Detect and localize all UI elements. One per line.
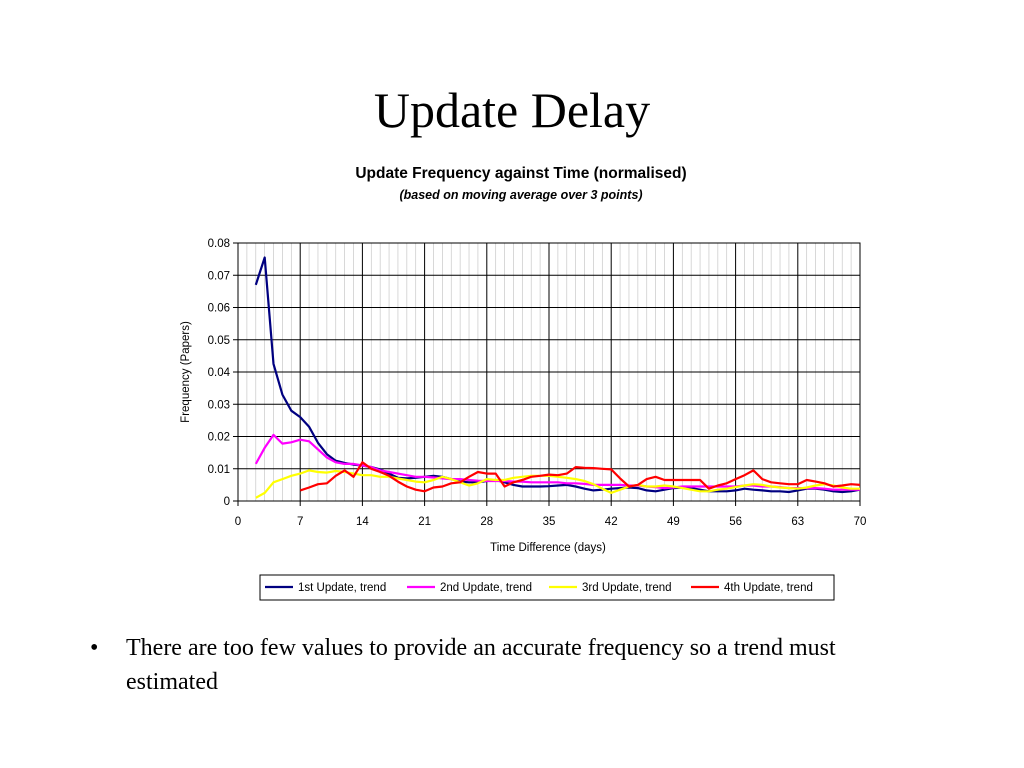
x-tick-label: 42 — [605, 516, 618, 528]
x-tick-label: 0 — [235, 516, 241, 528]
x-axis-label: Time Difference (days) — [490, 542, 606, 554]
y-tick-label: 0.01 — [208, 464, 230, 476]
x-tick-label: 7 — [297, 516, 303, 528]
y-tick-label: 0 — [224, 496, 230, 508]
line-chart: Update Frequency against Time (normalise… — [180, 165, 867, 601]
y-tick-label: 0.03 — [208, 399, 230, 411]
x-tick-label: 28 — [480, 516, 493, 528]
y-tick-label: 0.07 — [208, 270, 230, 282]
series-line-2 — [254, 433, 860, 491]
y-tick-label: 0.02 — [208, 432, 230, 444]
x-tick-label: 70 — [854, 516, 867, 528]
x-tick-label: 63 — [791, 516, 804, 528]
bullet-marker: • — [90, 635, 99, 661]
axis-ticks: 0 0.01 0.02 0.03 0.04 0.05 0.06 0.07 0.08 0 7 14 21 2… — [208, 238, 867, 528]
x-tick-label: 35 — [543, 516, 556, 528]
chart-subtitle: (based on moving average over 3 points) — [399, 188, 642, 202]
plot-grid — [237, 242, 861, 502]
y-tick-label: 0.06 — [208, 303, 230, 315]
series-line-4 — [299, 461, 861, 493]
y-tick-label: 0.05 — [208, 335, 230, 347]
series-line-3 — [255, 469, 860, 499]
x-tick-label: 14 — [356, 516, 369, 528]
legend-label-2: 2nd Update, trend — [440, 582, 532, 594]
y-tick-label: 0.08 — [208, 238, 230, 250]
x-tick-label: 56 — [729, 516, 742, 528]
chart-legend: 1st Update, trend 2nd Update, trend 3rd Up… — [259, 574, 835, 601]
legend-box — [259, 574, 835, 601]
x-tick-label: 21 — [418, 516, 431, 528]
bullet-text: There are too few values to provide an a… — [126, 635, 836, 695]
series-lines — [254, 256, 861, 499]
slide-title: Update Delay — [373, 82, 651, 138]
chart-title: Update Frequency against Time (normalise… — [355, 165, 686, 182]
y-axis-label: Frequency (Papers) — [180, 321, 192, 423]
x-tick-label: 49 — [667, 516, 680, 528]
y-tick-label: 0.04 — [208, 367, 231, 379]
legend-label-4: 4th Update, trend — [724, 582, 813, 594]
legend-label-1: 1st Update, trend — [298, 582, 386, 594]
legend-label-3: 3rd Update, trend — [582, 582, 672, 594]
